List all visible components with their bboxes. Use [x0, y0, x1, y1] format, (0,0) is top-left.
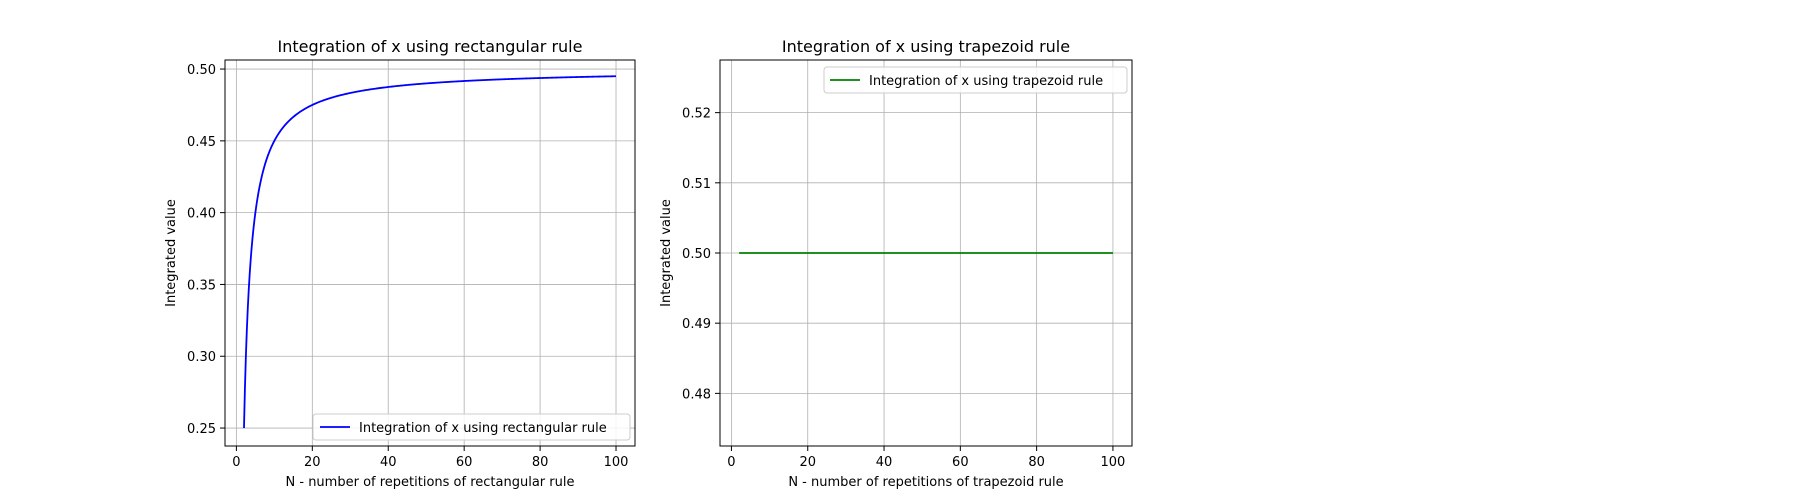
x-ticks: 0 20 40 60 80 100	[727, 446, 1125, 470]
legend-label: Integration of x using trapezoid rule	[869, 74, 1103, 89]
y-axis-label: Integrated value	[659, 199, 674, 307]
legend-label: Integration of x using rectangular rule	[359, 421, 607, 436]
x-tick-label: 40	[380, 455, 397, 470]
series-lines	[243, 75, 617, 429]
legend-box	[312, 413, 631, 441]
series-line	[243, 75, 617, 429]
y-tick-label: 0.35	[187, 278, 216, 293]
legend: Integration of x using trapezoid rule	[823, 66, 1128, 94]
grid-lines	[225, 60, 635, 446]
y-axis-label: Integrated value	[164, 199, 179, 307]
plot-area	[225, 60, 635, 446]
trapezoid-rule-chart: 0 20 40 60 80 100 0.48 0.49 0.50 0.51 0.52 Integr…	[659, 37, 1133, 490]
y-tick-label: 0.30	[187, 350, 216, 365]
y-tick-label: 0.49	[682, 317, 711, 332]
y-tick-label: 0.50	[682, 247, 711, 262]
x-tick-label: 20	[799, 455, 816, 470]
legend: Integration of x using rectangular rule	[312, 413, 631, 441]
legend-box	[823, 66, 1128, 94]
y-ticks: 0.48 0.49 0.50 0.51 0.52	[682, 107, 720, 402]
y-tick-label: 0.45	[187, 135, 216, 150]
x-tick-label: 80	[1028, 455, 1045, 470]
y-tick-label: 0.50	[187, 63, 216, 78]
chart-title: Integration of x using trapezoid rule	[782, 37, 1070, 56]
chart-title: Integration of x using rectangular rule	[278, 37, 583, 56]
x-tick-label: 100	[1101, 455, 1126, 470]
x-tick-label: 0	[232, 455, 240, 470]
rectangular-rule-chart: 0 20 40 60 80 100 0.25 0.30 0.35 0.40 0.45 0.50 In…	[164, 37, 636, 490]
y-tick-label: 0.25	[187, 422, 216, 437]
x-tick-label: 20	[304, 455, 321, 470]
x-tick-label: 60	[952, 455, 969, 470]
x-tick-label: 0	[727, 455, 735, 470]
x-ticks: 0 20 40 60 80 100	[232, 446, 628, 470]
x-axis-label: N - number of repetitions of rectangular…	[286, 475, 575, 490]
plot-frame	[224, 59, 636, 447]
y-tick-label: 0.40	[187, 207, 216, 222]
y-tick-label: 0.51	[682, 177, 711, 192]
y-tick-label: 0.52	[682, 107, 711, 122]
x-tick-label: 40	[876, 455, 893, 470]
y-tick-label: 0.48	[682, 387, 711, 402]
x-tick-label: 60	[456, 455, 473, 470]
x-tick-label: 80	[532, 455, 549, 470]
x-tick-label: 100	[604, 455, 629, 470]
y-ticks: 0.25 0.30 0.35 0.40 0.45 0.50	[187, 63, 225, 437]
x-axis-label: N - number of repetitions of trapezoid r…	[788, 475, 1063, 490]
